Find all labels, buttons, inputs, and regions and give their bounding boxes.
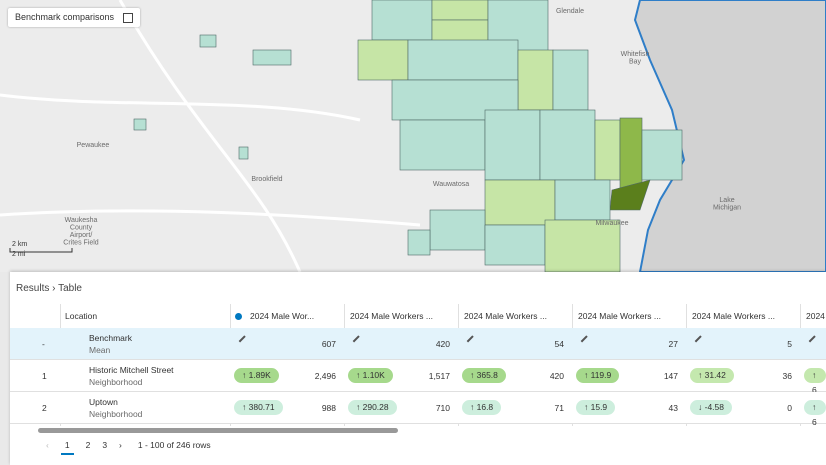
cell-value: 0 — [787, 403, 792, 413]
cell-value: 1,517 — [428, 371, 450, 381]
badge: ↓ -4.58 — [690, 400, 732, 415]
cell-value: 420 — [435, 339, 450, 349]
scale-mi: 2 mi — [12, 251, 26, 258]
badge: ↑ 365.8 — [462, 368, 506, 383]
cell-value: 27 — [668, 339, 678, 349]
map-label: Glendale — [556, 8, 584, 15]
benchmark-button[interactable]: Benchmark comparisons — [8, 8, 141, 27]
row-bg — [10, 328, 826, 360]
column-header[interactable]: 2024 — [806, 311, 825, 321]
prev[interactable]: ‹ — [46, 440, 49, 450]
column-header[interactable]: 2024 Male Workers ... — [578, 311, 661, 321]
cell-value: 5 — [787, 339, 792, 349]
column-header[interactable]: 2024 Male Workers ... — [692, 311, 775, 321]
cell-value: 54 — [554, 339, 564, 349]
summary: 1 - 100 of 246 rows — [137, 440, 211, 450]
badge: ↑ 15.9 — [576, 400, 616, 415]
map-label: Brookfield — [251, 176, 282, 183]
map-label: Milwaukee — [595, 220, 628, 227]
badge: ↑ 1.89K — [234, 368, 279, 383]
badge: ↑ 16.8 — [462, 400, 502, 415]
column-header[interactable]: Location — [65, 311, 98, 321]
page[interactable]: 2 — [85, 440, 91, 450]
page[interactable]: 1 — [60, 440, 74, 455]
badge: ↑ 31.42 — [690, 368, 734, 383]
map-label: Lake — [719, 197, 734, 204]
column-header[interactable]: 2024 Male Workers ... — [350, 311, 433, 321]
page[interactable]: 3 — [102, 440, 108, 450]
cell-value: 710 — [435, 403, 450, 413]
map-label: Michigan — [713, 205, 741, 212]
next[interactable]: › — [119, 440, 122, 450]
row-sub: Neighborhood — [89, 377, 143, 387]
badge: ↑ 119.9 — [576, 368, 620, 383]
map-label: Waukesha — [65, 217, 98, 224]
column-header[interactable]: 2024 Male Workers ... — [464, 311, 547, 321]
row-name[interactable]: Benchmark — [89, 333, 132, 343]
cell-value: 988 — [321, 403, 336, 413]
crumb: Table — [58, 283, 82, 294]
cell-value: 147 — [663, 371, 678, 381]
button-label: Benchmark comparisons — [15, 12, 115, 22]
crumb[interactable]: Results — [16, 283, 50, 294]
map-label: Crites Field — [63, 240, 99, 247]
cell-value: 71 — [554, 403, 564, 413]
badge: ↑ 1.10K — [348, 368, 393, 383]
column-header[interactable]: 2024 Male Wor... — [250, 311, 315, 321]
row-sub: Neighborhood — [89, 409, 143, 419]
row-name[interactable]: Uptown — [89, 397, 118, 407]
badge: ↑ 380.71 — [234, 400, 283, 415]
breadcrumb: Results › Table — [16, 283, 82, 294]
pagination: ‹ 1 2 3 › 1 - 100 of 246 rows — [40, 440, 211, 455]
row-number: 1 — [42, 371, 47, 381]
cell-value: 607 — [321, 339, 336, 349]
map-label: Wauwatosa — [433, 181, 469, 188]
scale-km: 2 km — [12, 241, 27, 248]
row-bg — [10, 392, 826, 424]
cell-value: 43 — [668, 403, 678, 413]
row-number: 2 — [42, 403, 47, 413]
cell-value: 2,496 — [314, 371, 336, 381]
row-name[interactable]: Historic Mitchell Street — [89, 365, 174, 375]
results-panel: Results › Table Location 2024 Male Wor...… — [10, 272, 826, 465]
row-number: - — [42, 339, 45, 349]
map-label: Bay — [629, 59, 642, 66]
map-label: Pewaukee — [77, 142, 110, 149]
map-label: County — [70, 225, 93, 232]
status-dot — [235, 313, 242, 320]
row-sub: Mean — [89, 345, 111, 355]
cell-value: 420 — [549, 371, 564, 381]
cell-value: 36 — [782, 371, 792, 381]
badge: ↑ 290.28 — [348, 400, 397, 415]
map-label: Whitefish — [621, 51, 650, 58]
map-label: Airport/ — [70, 232, 93, 239]
badge: ↑ 6 — [804, 368, 826, 395]
badge: ↑ 6 — [804, 400, 826, 427]
